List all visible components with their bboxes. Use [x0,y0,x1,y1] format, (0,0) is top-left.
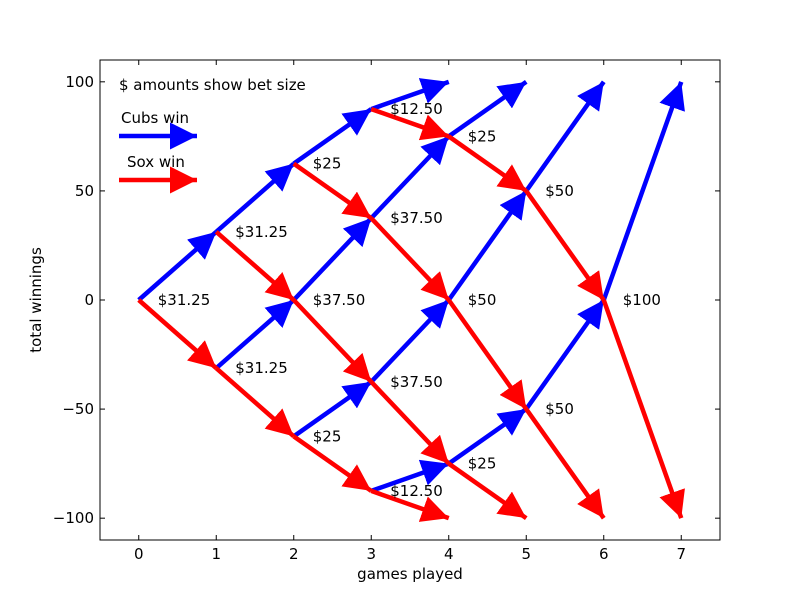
sox-win-arrow-10 [447,134,528,193]
bet-label-2: $31.25 [235,359,288,377]
sox-win-arrow-7 [369,216,451,302]
cubs-win-arrow-6 [370,78,450,112]
cubs-win-arrow-3 [292,107,373,166]
note-text: $ amounts show bet size [119,76,306,94]
x-tick-label-4: 4 [444,545,454,563]
cubs-win-arrow-10 [447,79,528,139]
sox-win-arrow-0 [137,298,218,370]
ticks-layer: 0 1 2 3 4 5 6 7 100 50 0 −50 −100 [53,60,720,563]
sox-win-arrow-3 [292,161,373,221]
sox-win-arrow-12 [447,461,528,521]
cubs-win-arrow-7 [369,134,451,220]
y-tick-label-2: 0 [84,291,94,309]
bet-label-3: $25 [313,155,342,173]
bet-label-12: $25 [468,455,497,473]
sox-win-arrow-13 [524,189,606,302]
sox-win-arrow-4 [292,298,373,384]
sox-win-arrow-14 [524,407,606,520]
sox-win-arrow-5 [292,434,373,493]
x-tick-label-7: 7 [676,545,686,563]
sox-win-arrow-11 [446,298,529,411]
bet-label-5: $25 [313,427,342,445]
x-axis-label: games played [357,565,463,583]
arrows-layer [137,78,685,522]
sox-win-arrow-15 [601,299,685,519]
sox-win-arrow-2 [214,366,296,439]
cubs-win-arrow-1 [214,161,296,234]
x-tick-label-2: 2 [289,545,299,563]
sox-win-arrow-1 [214,230,296,302]
bet-label-7: $37.50 [390,209,443,227]
y-tick-label-4: −100 [53,509,94,527]
sox-win-arrow-6 [370,106,450,141]
cubs-win-arrow-5 [292,379,373,439]
y-axis-label: total winnings [27,247,45,353]
bet-labels-layer: $31.25 $31.25 $31.25 $25 $37.50 $25 $12.50 $37.… [158,100,661,500]
cubs-win-arrow-2 [214,298,296,370]
bet-label-15: $100 [623,291,661,309]
sox-win-arrow-9 [370,488,450,522]
bet-label-1: $31.25 [235,223,288,241]
cubs-win-arrow-0 [137,230,218,302]
y-tick-label-3: −50 [62,400,94,418]
legend: Cubs win Sox win [119,109,197,194]
x-tick-label-5: 5 [521,545,531,563]
bet-label-0: $31.25 [158,291,211,309]
x-tick-label-0: 0 [134,545,144,563]
cubs-win-arrow-13 [524,80,606,193]
cubs-win-arrow-4 [292,216,373,302]
y-tick-label-1: 50 [75,182,94,200]
sox-win-arrow-8 [369,380,451,466]
cubs-win-arrow-14 [524,298,606,411]
legend-label-sox: Sox win [127,153,185,171]
bet-label-6: $12.50 [390,100,443,118]
cubs-win-arrow-11 [446,189,529,302]
x-tick-label-6: 6 [599,545,609,563]
bet-label-14: $50 [545,400,574,418]
legend-label-cubs: Cubs win [121,109,189,127]
cubs-win-arrow-8 [369,298,451,384]
cubs-win-arrow-15 [601,81,685,301]
bet-label-10: $25 [468,127,497,145]
x-tick-label-1: 1 [211,545,221,563]
bet-label-11: $50 [468,291,497,309]
bet-label-13: $50 [545,182,574,200]
cubs-win-arrow-9 [370,459,450,494]
bet-label-9: $12.50 [390,482,443,500]
y-tick-label-0: 100 [65,73,94,91]
bet-label-8: $37.50 [390,373,443,391]
x-tick-label-3: 3 [366,545,376,563]
bet-label-4: $37.50 [313,291,366,309]
cubs-win-arrow-12 [447,407,528,466]
